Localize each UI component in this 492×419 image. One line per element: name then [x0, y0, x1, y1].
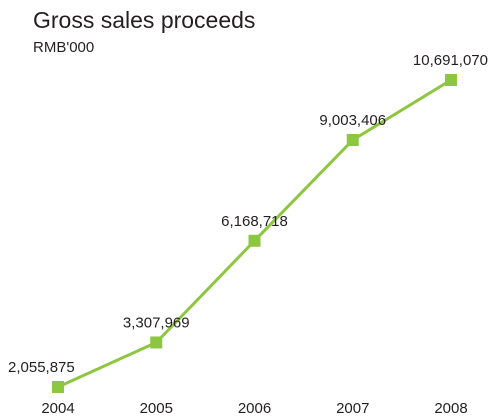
chart-markers — [52, 74, 457, 393]
chart-data-labels: 2,055,875 3,307,969 6,168,718 9,003,406 10,6… — [8, 52, 488, 376]
chart-series — [57, 78, 452, 389]
chart-x-axis: 2004 2005 2006 2007 2008 — [41, 400, 467, 417]
data-point-2004 — [52, 381, 64, 393]
series-line — [57, 78, 452, 389]
chart-title: Gross sales proceeds — [33, 7, 256, 33]
x-tick-label-2005: 2005 — [140, 400, 173, 417]
data-point-2006 — [248, 234, 261, 247]
data-point-2007 — [346, 134, 359, 147]
x-tick-label-2008: 2008 — [434, 400, 467, 417]
data-point-2005 — [150, 336, 163, 349]
x-tick-label-2004: 2004 — [41, 400, 74, 417]
chart-subtitle: RMB'000 — [33, 39, 95, 56]
data-label-2004: 2,055,875 — [8, 359, 75, 376]
data-point-2008 — [445, 74, 457, 86]
data-label-2007: 9,003,406 — [319, 112, 386, 129]
x-tick-label-2006: 2006 — [238, 400, 271, 417]
data-label-2005: 3,307,969 — [123, 314, 190, 331]
data-label-2008: 10,691,070 — [413, 52, 488, 69]
x-tick-label-2007: 2007 — [336, 400, 369, 417]
data-label-2006: 6,168,718 — [221, 213, 288, 230]
